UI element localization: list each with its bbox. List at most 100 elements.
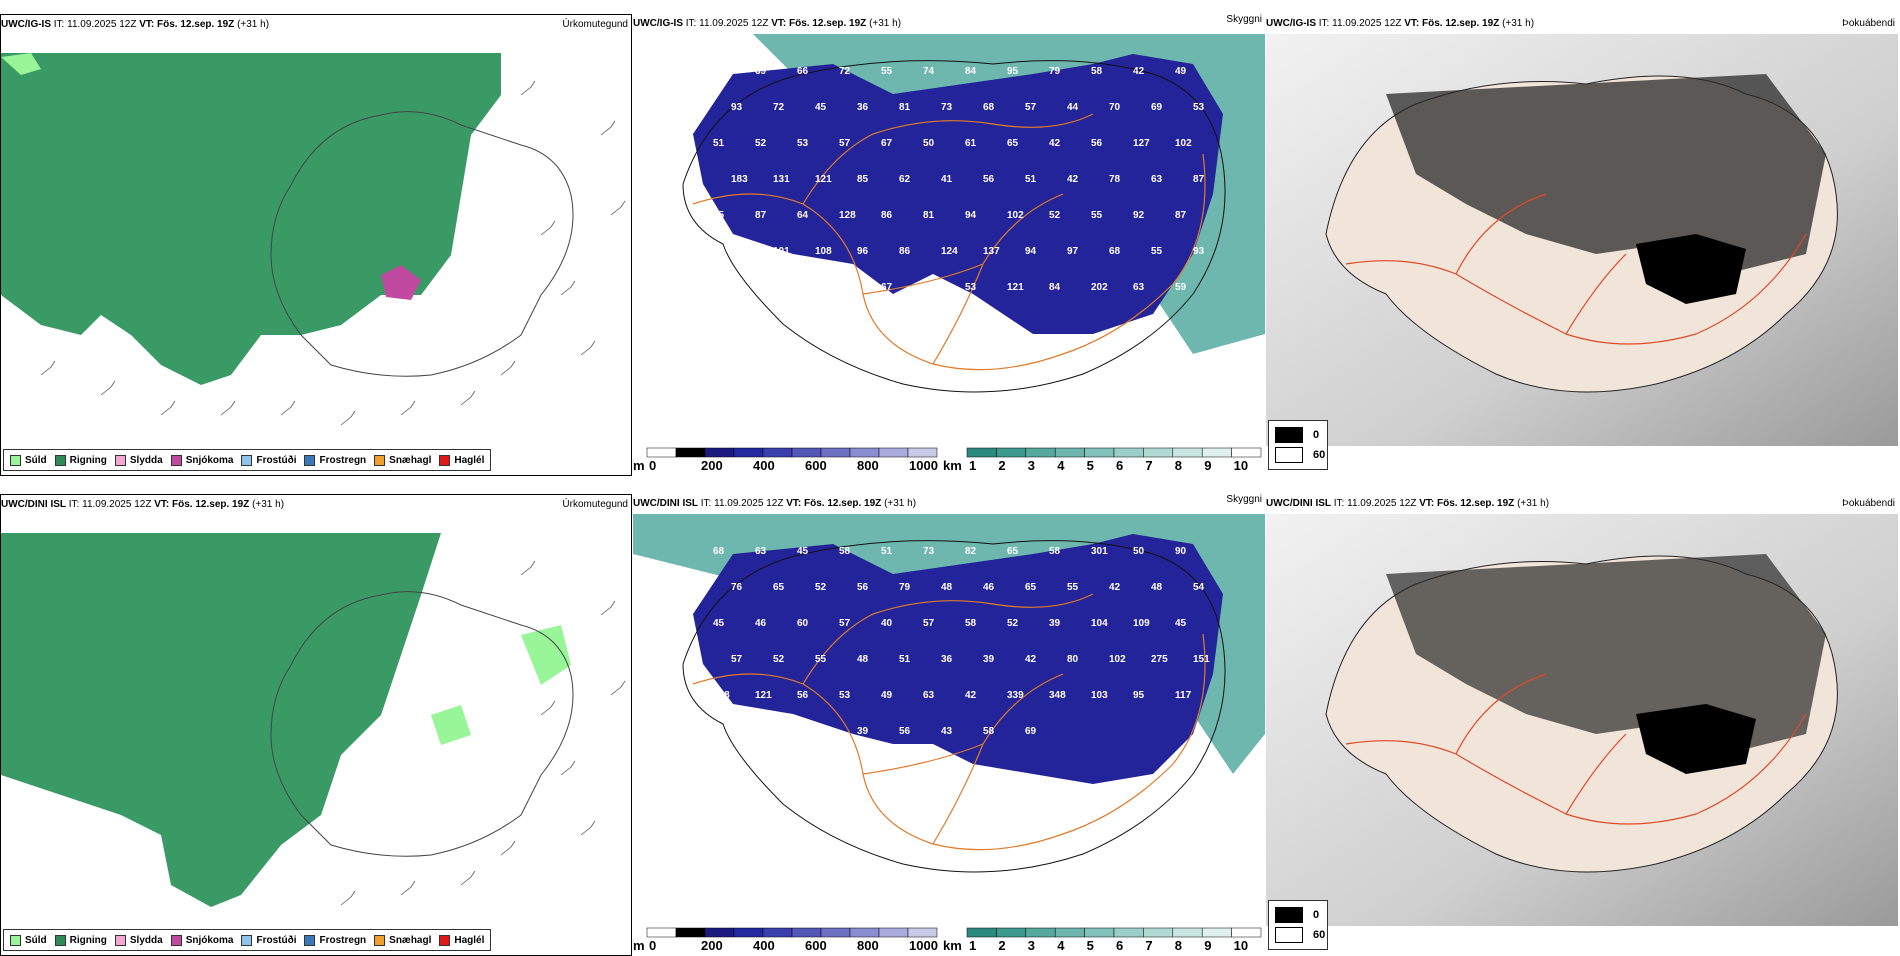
visibility-map: 68 63 45 58 51 73 82 65 58 301 50 90 76 65 52 56 79 48 46 6… [633,514,1265,926]
cloud-base-height-label: 95 [1133,690,1145,701]
cloud-base-height-label: 36 [941,654,953,665]
km-tick-label: 10 [1234,938,1248,953]
colorbar-cell [704,447,735,458]
cloud-base-height-label: 93 [731,102,743,113]
rain-area [1,533,441,907]
cloud-base-height-label: 45 [713,618,725,629]
cloud-base-height-label: 183 [731,174,748,185]
vt-value: Fös. 12.sep. 19Z [789,18,867,29]
colorbar-cell [1231,927,1262,938]
cloud-base-height-label: 58 [965,618,977,629]
cloud-base-height-label: 73 [941,102,953,113]
cloud-base-height-label: 69 [755,66,767,77]
cloud-base-height-label: 72 [839,66,851,77]
legend-swatch [439,934,451,946]
cloud-base-height-label: 79 [899,582,911,593]
cloud-base-height-label: 95 [713,210,725,221]
cloud-base-height-label: 49 [881,690,893,701]
colorbar-cell [1025,927,1056,938]
it-label: IT: [700,498,712,509]
legend-item: Snjókoma [170,454,233,466]
cloud-base-height-label: 55 [815,654,827,665]
cloud-base-height-label: 84 [965,66,977,77]
it-label: IT: [1333,498,1345,509]
visibility-panel-row1: UWC/IG-IS IT: 11.09.2025 12Z VT: Fös. 12… [633,14,1265,476]
vt-value: Fös. 12.sep. 19Z [1437,498,1515,509]
cloud-base-height-label: 66 [797,66,809,77]
legend-label: Haglél [454,454,485,466]
legend-label: Snæhagl [389,454,432,466]
legend-swatch [241,934,253,946]
cloud-base-height-label: 82 [965,546,977,557]
legend-item: Snæhagl [374,454,432,466]
cloud-base-height-label: 48 [941,582,953,593]
legend-item: Haglél [439,934,485,946]
lead-time: (+31 h) [237,19,270,30]
iceland-coastline [682,540,1226,873]
cloud-base-height-label: 87 [1193,174,1205,185]
cloud-base-height-label: 169 [731,726,748,737]
cloud-base-height-label: 65 [1007,546,1019,557]
cloud-base-height-label: 68 [773,726,785,737]
cloud-base-height-label: 115 [755,282,772,293]
cloud-base-height-label: 36 [857,102,869,113]
cloud-base-height-label: 81 [899,102,911,113]
panel-header: UWC/DINI ISL IT: 11.09.2025 12Z VT: Fös.… [1,499,631,513]
km-tick-label: 7 [1145,458,1152,473]
cloud-base-height-label: 51 [881,546,893,557]
cloud-base-height-label: 86 [881,210,893,221]
legend-item: 0 [1275,427,1319,443]
cloud-base-height-label: 108 [815,246,832,257]
vt-label: VT: [771,18,787,29]
km-tick-label: 5 [1087,458,1094,473]
cloud-base-height-label: 53 [965,282,977,293]
model-name: UWC/DINI ISL [1,499,66,510]
cloud-base-height-label: 84 [1049,282,1061,293]
visibility-map: 58 69 66 72 55 74 84 95 79 58 42 49 93 72 45 36 81 73 68 57… [633,34,1265,446]
legend-label: Súld [25,454,47,466]
iceland-coastline [270,111,574,377]
lead-time: (+31 h) [1517,498,1550,509]
road-network [1345,673,1807,825]
height-labels: 68 63 45 58 51 73 82 65 58 301 50 90 76 65 52 56 79 48 46 6… [713,546,1210,737]
cloud-base-height-label: 55 [1091,210,1103,221]
height-tick-label: 1000 [909,938,938,953]
cloud-base-height-label: 54 [1193,582,1205,593]
lead-time: (+31 h) [869,18,902,29]
cloud-base-height-label: 108 [713,690,730,701]
cloud-base-height-label: 87 [755,210,767,221]
legend-swatch [10,454,21,466]
colorbar-cell [1113,927,1144,938]
cloud-base-height-label: 56 [797,690,809,701]
panel-title: Þokuábendi [1842,18,1895,29]
cloud-base-height-label: 74 [923,66,935,77]
cloud-base-height-label: 90 [1175,546,1187,557]
vt-value: Fös. 12.sep. 19Z [1422,18,1500,29]
cloud-base-height-label: 109 [1133,618,1150,629]
panel-header: UWC/IG-IS IT: 11.09.2025 12Z VT: Fös. 12… [1,19,631,33]
cloud-base-height-label: 69 [1151,102,1163,113]
it-value: 11.09.2025 12Z [1347,498,1417,509]
cloud-base-height-label: 55 [1151,246,1163,257]
legend-label: 60 [1313,449,1326,461]
cloud-base-height-label: 60 [797,618,809,629]
model-name: UWC/IG-IS [633,18,683,29]
colorbar-cell [878,447,909,458]
cloud-base-height-label: 202 [1091,282,1108,293]
km-tick-label: 2 [998,938,1005,953]
cloud-base-height-label: 53 [839,690,851,701]
legend-item: Slydda [114,934,163,946]
cloud-base-height-label: 339 [1007,690,1024,701]
cloud-base-height-label: 55 [881,66,893,77]
precip-map [1,35,631,447]
lead-time: (+31 h) [1502,18,1535,29]
cloud-base-height-label: 88 [797,282,809,293]
legend-label: 0 [1313,429,1320,441]
cloud-base-height-label: 61 [965,138,977,149]
panel-header: UWC/IG-IS IT: 11.09.2025 12Z VT: Fös. 12… [1266,18,1900,32]
cloud-base-height-label: 50 [1133,546,1145,557]
cloud-base-height-label: 60 [923,282,935,293]
legend-label: Haglél [454,934,485,946]
cloud-base-height-label: 45 [1175,618,1187,629]
colorbar-cell [849,927,880,938]
